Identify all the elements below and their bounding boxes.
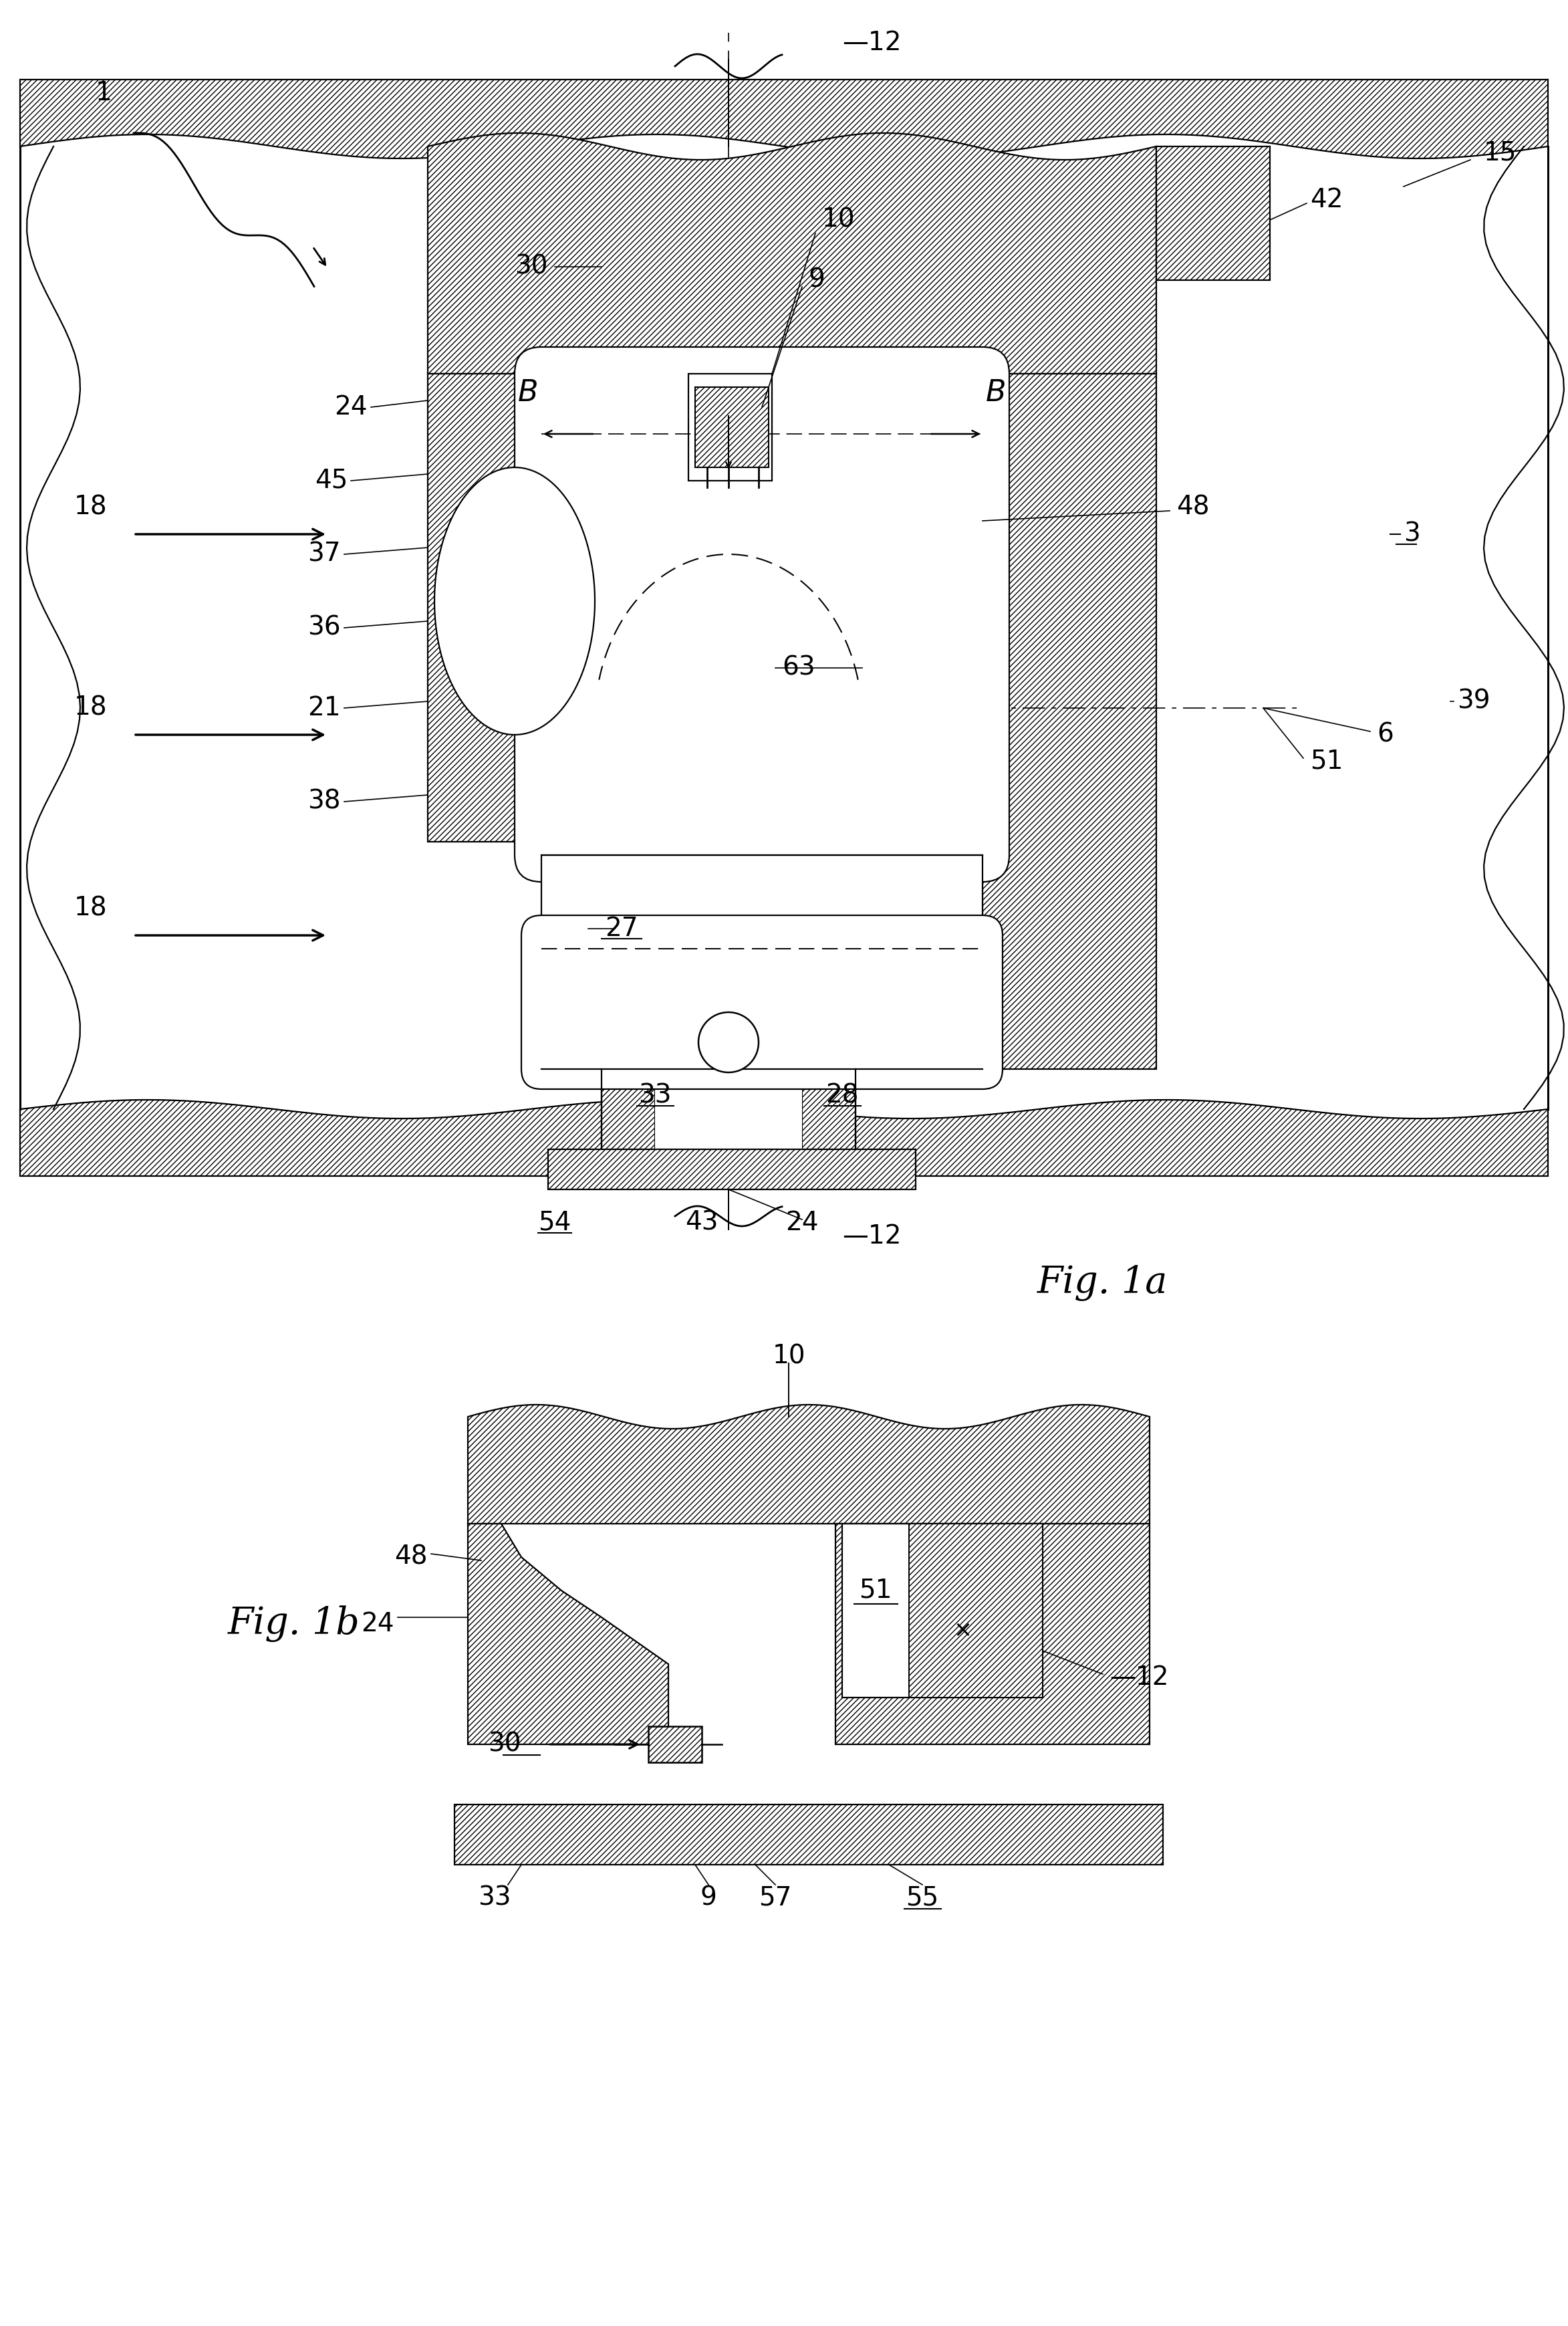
Text: 24: 24 bbox=[334, 395, 367, 421]
Text: 28: 28 bbox=[826, 1084, 859, 1110]
Polygon shape bbox=[836, 1524, 1149, 1745]
Text: 6: 6 bbox=[1377, 721, 1394, 747]
Polygon shape bbox=[688, 374, 771, 481]
Polygon shape bbox=[434, 468, 594, 735]
Text: 30: 30 bbox=[488, 1731, 521, 1756]
Text: 33: 33 bbox=[638, 1084, 671, 1110]
Text: 63: 63 bbox=[782, 656, 815, 682]
Text: 1: 1 bbox=[96, 79, 111, 105]
Polygon shape bbox=[467, 1524, 668, 1745]
Text: 18: 18 bbox=[74, 695, 107, 721]
Text: 10: 10 bbox=[822, 207, 855, 233]
Text: 48: 48 bbox=[1176, 495, 1209, 521]
Text: 30: 30 bbox=[514, 254, 549, 279]
Polygon shape bbox=[428, 374, 541, 842]
Text: —12: —12 bbox=[1110, 1665, 1168, 1691]
Text: 9: 9 bbox=[701, 1886, 717, 1912]
Text: 24: 24 bbox=[361, 1612, 394, 1638]
Polygon shape bbox=[467, 1405, 1149, 1524]
Text: 54: 54 bbox=[538, 1210, 571, 1235]
Text: B: B bbox=[986, 379, 1007, 407]
Text: 10: 10 bbox=[771, 1344, 806, 1370]
Text: 24: 24 bbox=[786, 1210, 818, 1235]
Text: 18: 18 bbox=[74, 896, 107, 921]
Text: 9: 9 bbox=[809, 267, 825, 293]
Text: —12: —12 bbox=[842, 1223, 902, 1249]
Circle shape bbox=[698, 1012, 759, 1072]
Polygon shape bbox=[20, 1100, 1548, 1177]
Polygon shape bbox=[541, 856, 983, 1070]
Polygon shape bbox=[20, 79, 1548, 158]
Text: 37: 37 bbox=[307, 542, 340, 568]
Polygon shape bbox=[455, 1805, 1163, 1865]
Text: 39: 39 bbox=[1457, 688, 1490, 714]
Polygon shape bbox=[909, 1524, 1043, 1698]
Text: 57: 57 bbox=[759, 1886, 792, 1912]
Polygon shape bbox=[983, 374, 1156, 1070]
Polygon shape bbox=[842, 1524, 1043, 1698]
Text: Fig. 1a: Fig. 1a bbox=[1038, 1265, 1168, 1300]
Text: 36: 36 bbox=[307, 614, 340, 640]
Text: 38: 38 bbox=[307, 789, 340, 814]
Text: ×: × bbox=[953, 1619, 972, 1642]
Polygon shape bbox=[655, 1070, 803, 1177]
Text: 18: 18 bbox=[74, 495, 107, 521]
Text: 48: 48 bbox=[395, 1544, 428, 1570]
Text: —12: —12 bbox=[842, 30, 902, 56]
FancyBboxPatch shape bbox=[514, 347, 1010, 882]
Polygon shape bbox=[602, 1070, 655, 1177]
Polygon shape bbox=[695, 386, 768, 468]
Text: 21: 21 bbox=[307, 695, 340, 721]
Text: B: B bbox=[517, 379, 538, 407]
Text: 42: 42 bbox=[1309, 186, 1344, 212]
Text: 3: 3 bbox=[1403, 521, 1421, 547]
Text: 15: 15 bbox=[1483, 140, 1516, 165]
Polygon shape bbox=[648, 1726, 702, 1763]
FancyBboxPatch shape bbox=[521, 916, 1002, 1089]
Polygon shape bbox=[428, 133, 1156, 374]
Polygon shape bbox=[803, 1070, 856, 1177]
Text: 43: 43 bbox=[685, 1210, 718, 1235]
Text: 51: 51 bbox=[859, 1577, 892, 1603]
Text: 51: 51 bbox=[1309, 749, 1344, 775]
Text: 27: 27 bbox=[605, 916, 638, 942]
Text: 33: 33 bbox=[478, 1886, 511, 1912]
Text: 55: 55 bbox=[906, 1886, 939, 1912]
Polygon shape bbox=[549, 1149, 916, 1189]
Text: 45: 45 bbox=[315, 468, 348, 493]
Text: Fig. 1b: Fig. 1b bbox=[227, 1605, 361, 1642]
Polygon shape bbox=[1156, 147, 1270, 279]
